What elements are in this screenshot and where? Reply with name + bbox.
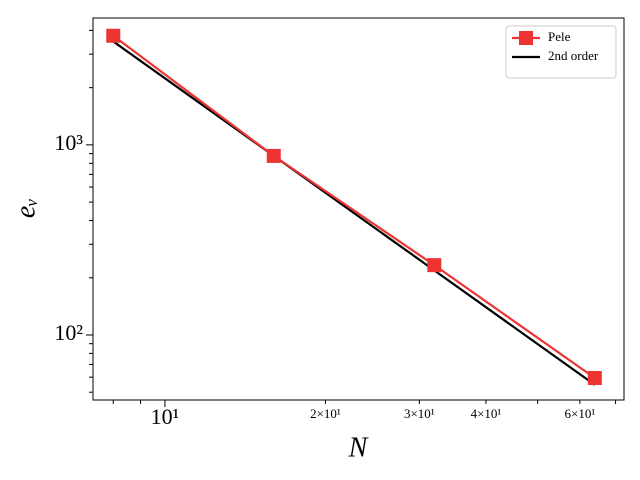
legend: Pele 2nd order: [505, 25, 617, 79]
x-tick-label: 4×10¹: [471, 406, 502, 421]
series-line: [112, 34, 596, 379]
series-line: [112, 40, 596, 386]
y-axis-label: eᵥ: [10, 198, 41, 218]
marker: [427, 258, 442, 273]
x-tick-label: 2×10¹: [310, 406, 341, 421]
x-axis-label: N: [348, 432, 369, 463]
y-tick-label: 10³: [54, 130, 83, 155]
marker: [106, 28, 121, 43]
legend-marker: [519, 31, 533, 45]
plot-frame: [92, 17, 625, 401]
marker: [266, 148, 281, 163]
x-tick-label: 6×10¹: [564, 406, 595, 421]
legend-label: Pele: [548, 29, 571, 44]
legend-label: 2nd order: [548, 48, 599, 63]
x-tick-label: 10¹: [151, 404, 180, 429]
y-tick-label: 10²: [54, 320, 83, 345]
marker: [587, 370, 602, 385]
x-tick-label: 3×10¹: [404, 406, 435, 421]
